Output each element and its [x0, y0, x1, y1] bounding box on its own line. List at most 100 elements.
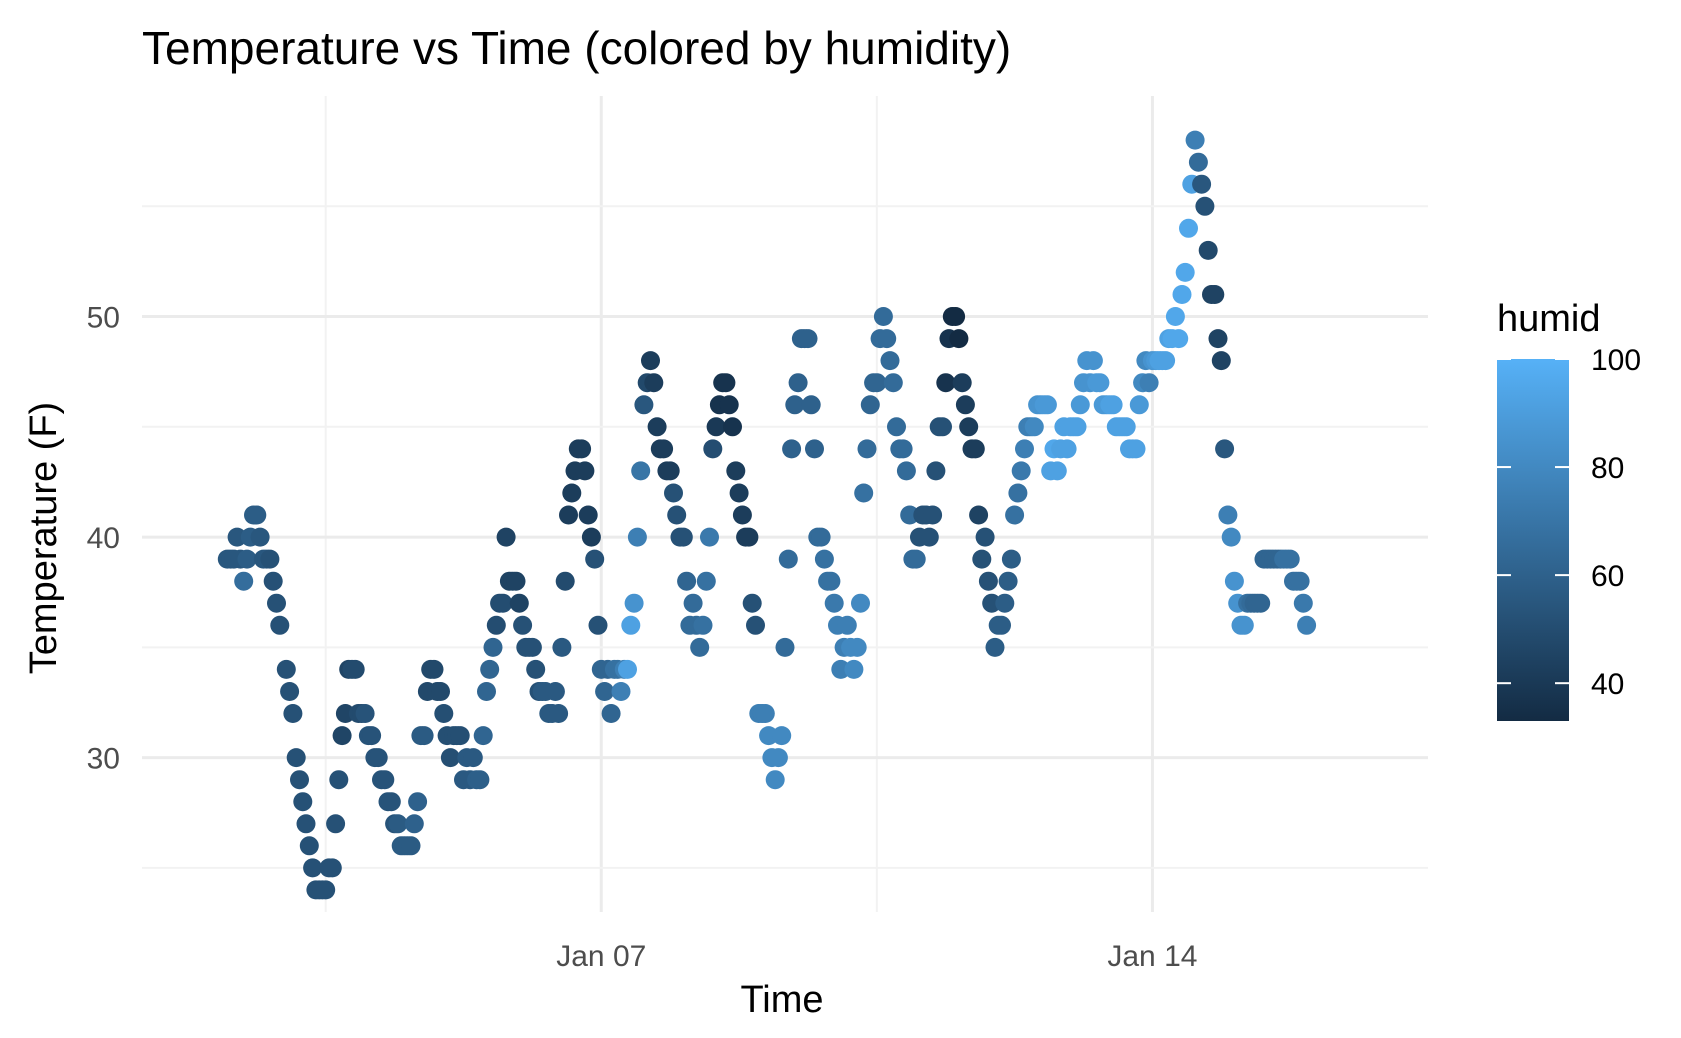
data-point: [726, 461, 746, 481]
data-point: [887, 417, 906, 437]
data-point: [706, 417, 726, 437]
data-point: [270, 615, 290, 635]
data-point: [772, 726, 792, 746]
data-point: [995, 593, 1015, 613]
data-point: [276, 659, 296, 679]
data-point: [1169, 329, 1189, 349]
data-point: [1001, 549, 1021, 569]
data-point: [1175, 262, 1195, 282]
data-point: [326, 814, 346, 834]
data-point: [588, 615, 608, 635]
x-tick-label: Jan 14: [1107, 940, 1197, 973]
y-axis-title: Temperature (F): [23, 402, 65, 674]
data-point: [1057, 439, 1077, 459]
data-point: [1067, 417, 1087, 437]
data-point: [1156, 351, 1176, 371]
colorbar-ticks: 40 60 80 100: [1497, 344, 1641, 701]
data-point: [959, 417, 979, 437]
data-point: [719, 395, 739, 415]
data-point: [526, 659, 546, 679]
data-point: [1047, 461, 1067, 481]
data-point: [562, 483, 582, 503]
colorbar-tick-label: 60: [1591, 560, 1624, 593]
data-point: [673, 527, 693, 547]
data-point: [477, 682, 496, 701]
data-point: [965, 439, 985, 459]
data-point: [732, 505, 752, 525]
data-point: [440, 748, 460, 768]
data-point: [1179, 218, 1198, 238]
data-point: [1221, 527, 1241, 547]
data-point: [595, 682, 615, 701]
data-point: [345, 659, 365, 679]
data-point: [644, 373, 664, 393]
data-point: [844, 659, 864, 679]
data-point: [601, 704, 621, 723]
data-point: [424, 659, 444, 679]
data-point: [247, 505, 267, 525]
data-point: [545, 682, 565, 701]
data-point: [250, 527, 270, 547]
data-point: [1251, 593, 1271, 613]
data-point: [296, 814, 316, 834]
data-point: [837, 615, 857, 635]
data-point: [923, 505, 943, 525]
data-point: [267, 593, 286, 613]
data-points: [217, 130, 1317, 900]
data-point: [1280, 549, 1300, 569]
data-point: [362, 726, 382, 746]
data-point: [860, 395, 880, 415]
data-point: [1005, 505, 1025, 525]
data-point: [1192, 174, 1212, 194]
data-point: [1211, 351, 1231, 371]
data-point: [955, 395, 975, 415]
data-point: [1116, 417, 1136, 437]
data-point: [700, 527, 719, 547]
data-point: [283, 704, 303, 723]
data-point: [1185, 130, 1205, 150]
y-tick-label: 40: [87, 522, 120, 555]
data-point: [1126, 439, 1146, 459]
data-point: [303, 858, 323, 878]
data-point: [703, 439, 723, 459]
data-point: [634, 395, 654, 415]
data-point: [621, 615, 641, 635]
data-point: [1024, 417, 1044, 437]
data-point: [375, 770, 395, 790]
data-point: [404, 814, 424, 834]
data-point: [1008, 483, 1028, 503]
color-legend: humid 40 60 80 100: [1497, 298, 1641, 721]
data-point: [572, 439, 592, 459]
data-point: [805, 439, 824, 459]
data-point: [431, 682, 450, 701]
data-point: [729, 483, 749, 503]
data-point: [1011, 461, 1031, 481]
data-point: [785, 395, 805, 415]
axis-ticks: Jan 07 Jan 14 30 40 50: [87, 302, 1198, 973]
data-point: [611, 682, 631, 701]
data-point: [1070, 395, 1090, 415]
data-point: [368, 748, 388, 768]
data-point: [316, 880, 336, 900]
data-point: [522, 637, 542, 657]
data-point: [667, 505, 687, 525]
data-point: [496, 527, 516, 547]
data-point: [677, 571, 697, 591]
data-point: [555, 571, 575, 591]
data-point: [575, 461, 595, 481]
data-point: [290, 770, 309, 790]
data-point: [723, 417, 742, 437]
data-point: [480, 659, 500, 679]
data-point: [1015, 439, 1034, 459]
data-point: [414, 726, 434, 746]
data-point: [788, 373, 808, 393]
data-point: [654, 439, 674, 459]
data-point: [664, 483, 683, 503]
data-point: [1297, 615, 1317, 635]
data-point: [746, 615, 765, 635]
data-point: [641, 351, 660, 371]
data-point: [969, 505, 989, 525]
data-point: [1083, 351, 1103, 371]
data-point: [1129, 395, 1149, 415]
